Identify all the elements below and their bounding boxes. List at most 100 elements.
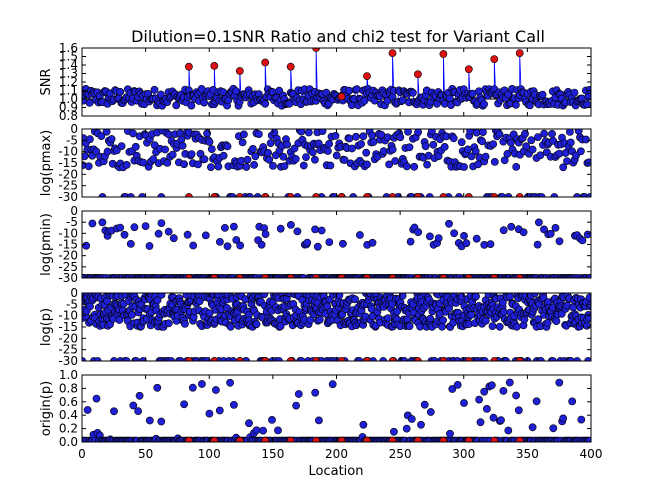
variant-point — [464, 436, 473, 442]
data-point — [585, 158, 591, 167]
data-point — [130, 223, 139, 232]
data-point — [188, 383, 197, 392]
x-tick-label: 0 — [78, 447, 86, 461]
data-point — [457, 138, 466, 147]
data-point — [187, 150, 196, 158]
data-point — [438, 322, 446, 331]
data-point — [514, 406, 523, 415]
data-point — [578, 236, 587, 245]
data-point — [178, 141, 187, 150]
data-point — [86, 135, 94, 144]
data-point — [577, 147, 585, 156]
data-point — [383, 97, 392, 105]
data-point — [449, 134, 458, 143]
data-point — [504, 90, 513, 99]
data-point — [495, 130, 504, 139]
y-tick-label: -20 — [58, 167, 78, 181]
data-point — [303, 238, 312, 247]
data-point — [259, 426, 267, 435]
data-point — [257, 240, 266, 249]
variant-point — [363, 72, 371, 80]
data-point — [434, 234, 443, 242]
variant-point — [337, 92, 346, 101]
data-point — [239, 130, 248, 139]
data-point — [194, 160, 202, 169]
data-point — [122, 160, 131, 169]
data-point — [549, 424, 558, 433]
data-point — [536, 151, 545, 160]
y-tick-label: 1.1 — [59, 84, 78, 98]
x-tick-label: 400 — [580, 447, 603, 461]
data-point — [498, 298, 507, 307]
data-point — [131, 142, 140, 151]
data-point — [566, 129, 574, 136]
data-point — [135, 391, 144, 400]
data-point — [226, 322, 235, 331]
y-tick-label: -25 — [58, 260, 78, 274]
data-point — [331, 131, 340, 140]
data-point — [102, 129, 111, 136]
chart-title: Dilution=0.1SNR Ratio and chi2 test for … — [131, 27, 545, 46]
data-point — [220, 223, 229, 232]
data-point — [153, 383, 162, 392]
data-point — [292, 401, 300, 410]
data-point — [398, 293, 407, 300]
y-tick-label: -5 — [66, 133, 78, 147]
data-point — [200, 98, 209, 107]
data-point — [314, 416, 323, 425]
data-point — [359, 132, 368, 141]
y-tick-label: 1.0 — [59, 92, 78, 106]
data-point — [154, 229, 163, 238]
data-point — [440, 142, 449, 151]
data-point — [306, 316, 315, 324]
data-point — [318, 129, 327, 135]
data-point — [385, 160, 393, 169]
data-point — [116, 223, 125, 232]
data-point — [297, 129, 306, 136]
data-point — [291, 155, 300, 163]
x-tick-label: 50 — [138, 447, 153, 461]
data-point — [402, 424, 411, 433]
data-point — [92, 394, 101, 403]
data-point — [205, 409, 214, 418]
y-tick-label: -30 — [58, 271, 78, 285]
data-point — [404, 129, 412, 136]
data-point — [503, 149, 512, 158]
data-point — [414, 129, 422, 137]
data-point — [261, 230, 270, 238]
data-point — [323, 147, 332, 155]
data-point — [112, 146, 121, 155]
data-point — [450, 229, 458, 238]
variant-point — [388, 436, 397, 442]
data-point — [335, 293, 344, 300]
data-point — [497, 416, 505, 425]
data-point — [326, 161, 335, 170]
subplot-origin_p: 0.00.20.40.60.81.0 origin(p) 0 50 100 150 200 2… — [39, 368, 602, 461]
data-point — [504, 426, 513, 435]
data-point — [88, 219, 97, 228]
data-point — [116, 88, 125, 96]
data-point — [205, 309, 214, 318]
data-point — [172, 101, 181, 110]
data-point — [232, 87, 240, 96]
data-point — [534, 315, 543, 324]
y-tick-label: -30 — [58, 354, 78, 368]
data-point — [294, 390, 303, 398]
variant-point — [413, 70, 422, 79]
data-point — [243, 155, 252, 164]
data-point — [407, 415, 416, 423]
data-point — [368, 238, 377, 247]
data-point — [586, 436, 591, 442]
data-point — [391, 157, 400, 165]
y-tick-label: -15 — [58, 156, 78, 170]
x-tick-label: 300 — [452, 447, 475, 461]
data-point — [490, 157, 499, 166]
data-point — [405, 322, 414, 330]
x-tick-label: 350 — [516, 447, 539, 461]
data-point — [215, 237, 224, 246]
data-point — [486, 240, 495, 248]
data-point — [546, 229, 555, 238]
data-point — [505, 378, 514, 387]
data-point — [129, 129, 137, 138]
data-point — [345, 86, 354, 95]
